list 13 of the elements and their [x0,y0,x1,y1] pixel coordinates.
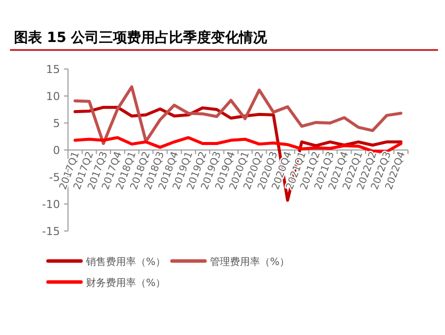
y-tick-label: -5 [49,171,60,184]
line-series [74,136,402,154]
legend-label: 销售费用率（%） [85,256,166,268]
y-tick-label: -15 [42,225,60,238]
line-series [74,85,402,146]
y-tick-label: 10 [46,90,60,103]
y-tick-label: 15 [46,63,60,76]
y-tick-label: 0 [53,144,60,157]
chart-title: 图表 15 公司三项费用占比季度变化情况 [14,29,268,46]
y-tick-label: -10 [42,198,60,211]
y-tick-label: 5 [53,117,60,130]
legend-label: 财务费用率（%） [86,277,166,289]
legend-label: 管理费用率（%） [210,256,290,268]
